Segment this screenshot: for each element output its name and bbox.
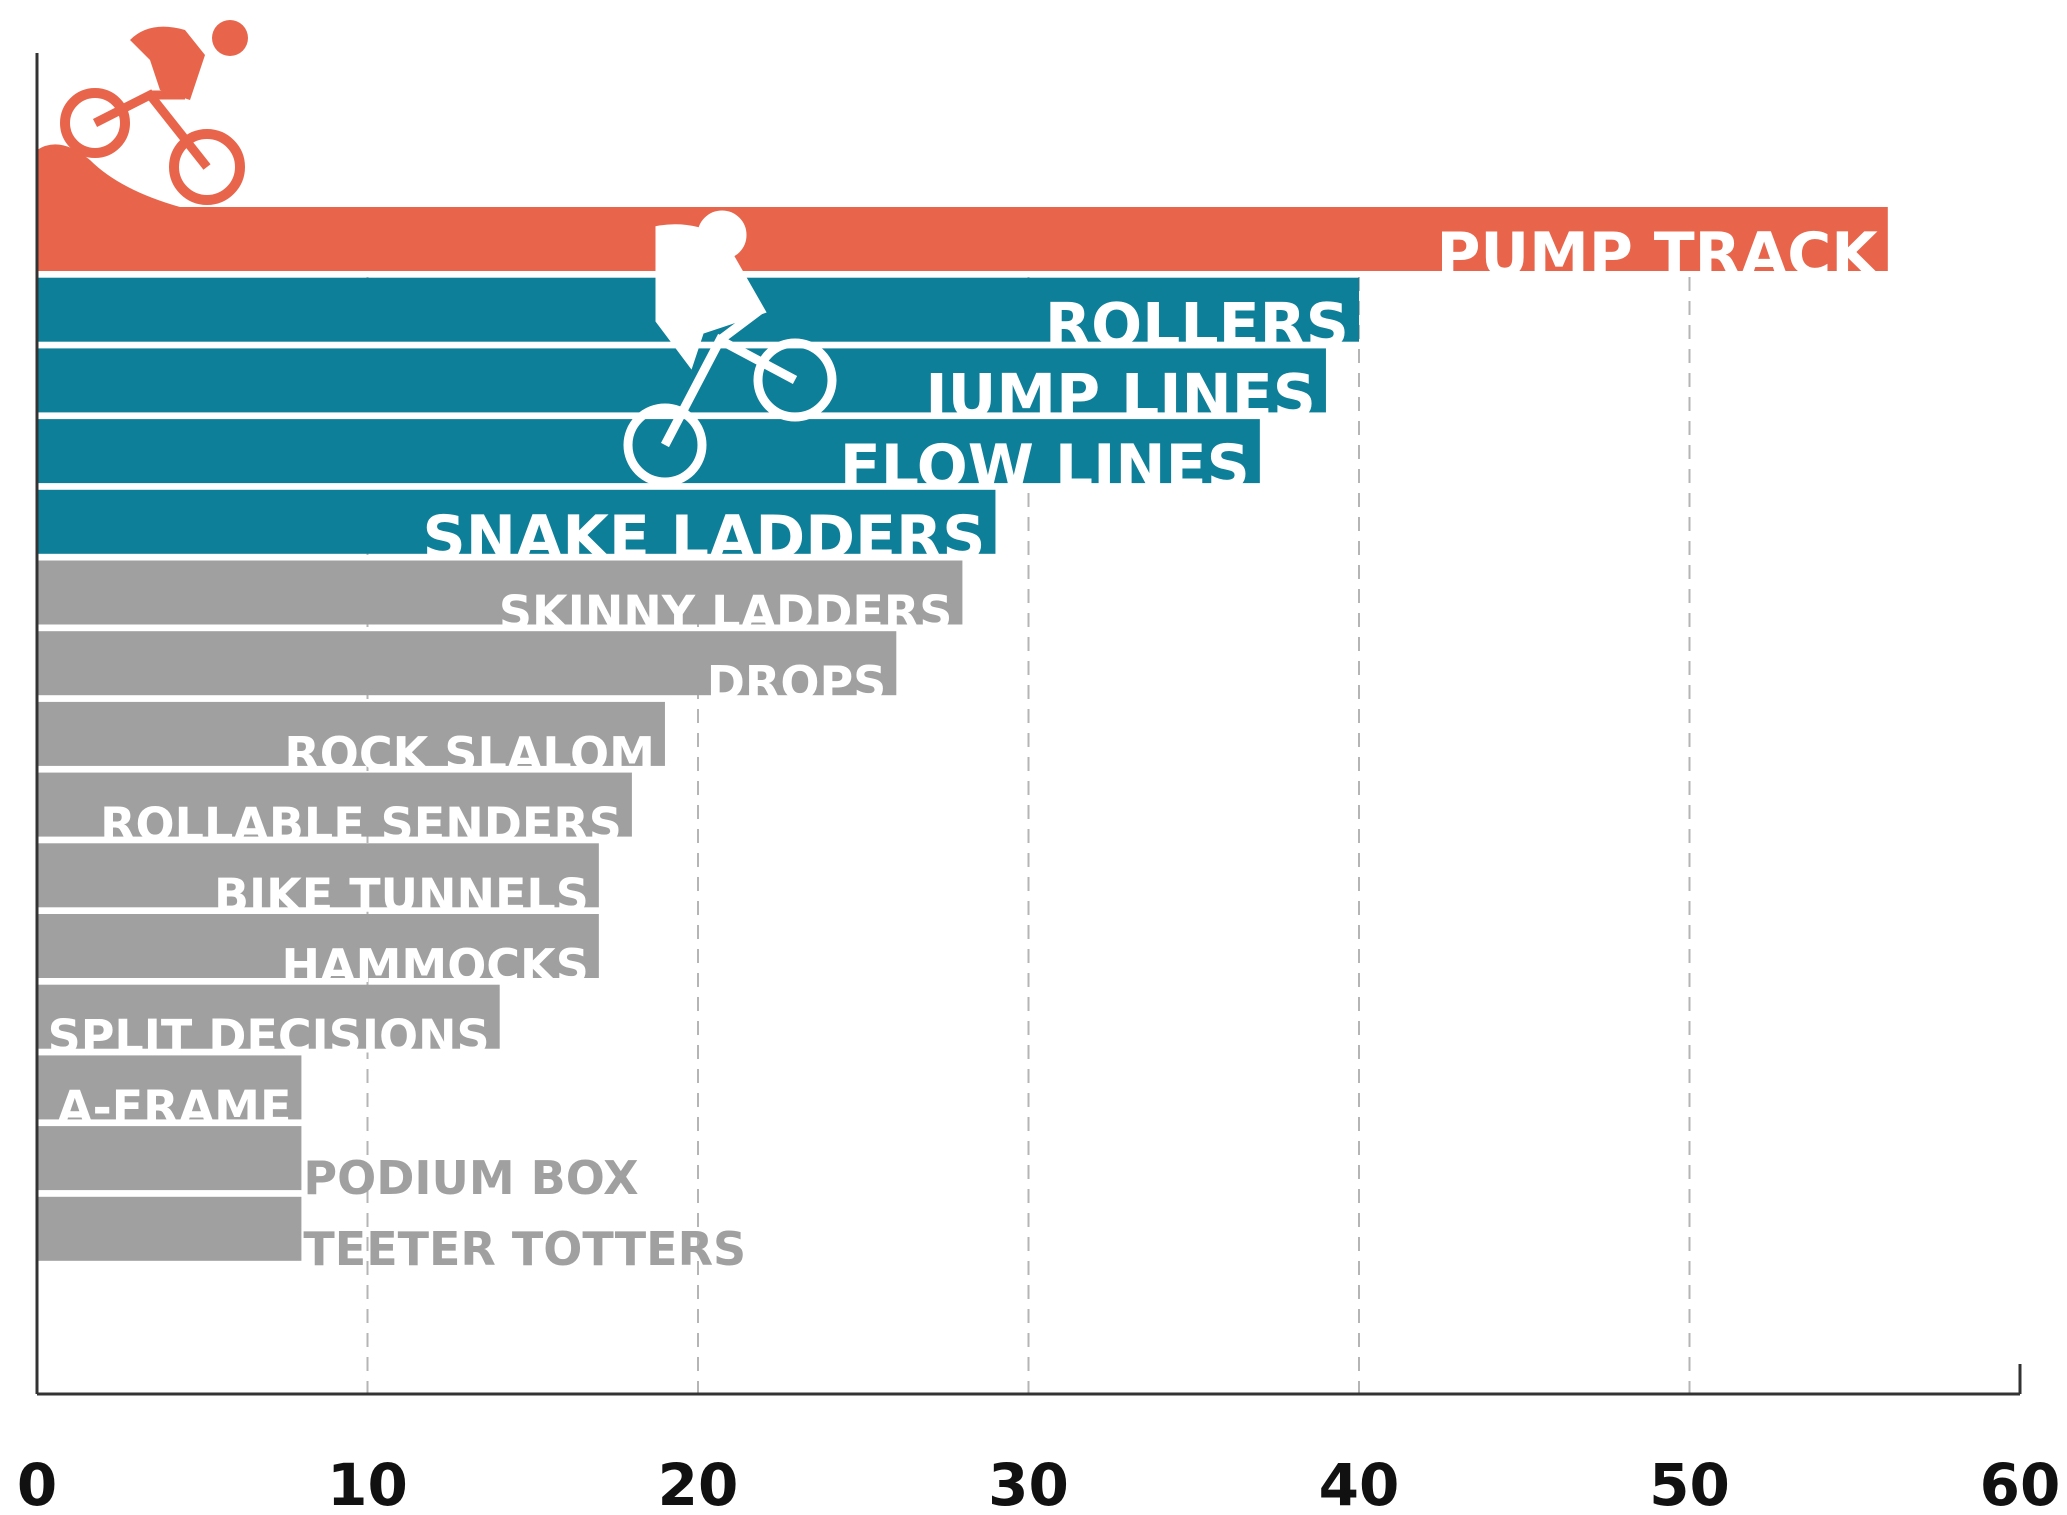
bar-label: TEETER TOTTERS (303, 1222, 746, 1276)
x-tick-label: 40 (1319, 1451, 1400, 1515)
bar-label: PUMP TRACK (1436, 220, 1880, 290)
bar (37, 1197, 301, 1261)
chart: PUMP TRACKROLLERSJUMP LINESFLOW LINESSNA… (0, 0, 2067, 1515)
bar-label: DROPS (707, 656, 887, 710)
x-tick-label: 30 (988, 1451, 1069, 1515)
x-tick-label: 20 (658, 1451, 739, 1515)
x-tick-label: 50 (1649, 1451, 1730, 1515)
x-tick-label: 0 (17, 1451, 57, 1515)
bar (37, 1126, 301, 1190)
x-tick-label: 10 (327, 1451, 408, 1515)
rider-icon (37, 20, 248, 207)
bar-label: PODIUM BOX (303, 1151, 638, 1205)
x-tick-label: 60 (1980, 1451, 2061, 1515)
